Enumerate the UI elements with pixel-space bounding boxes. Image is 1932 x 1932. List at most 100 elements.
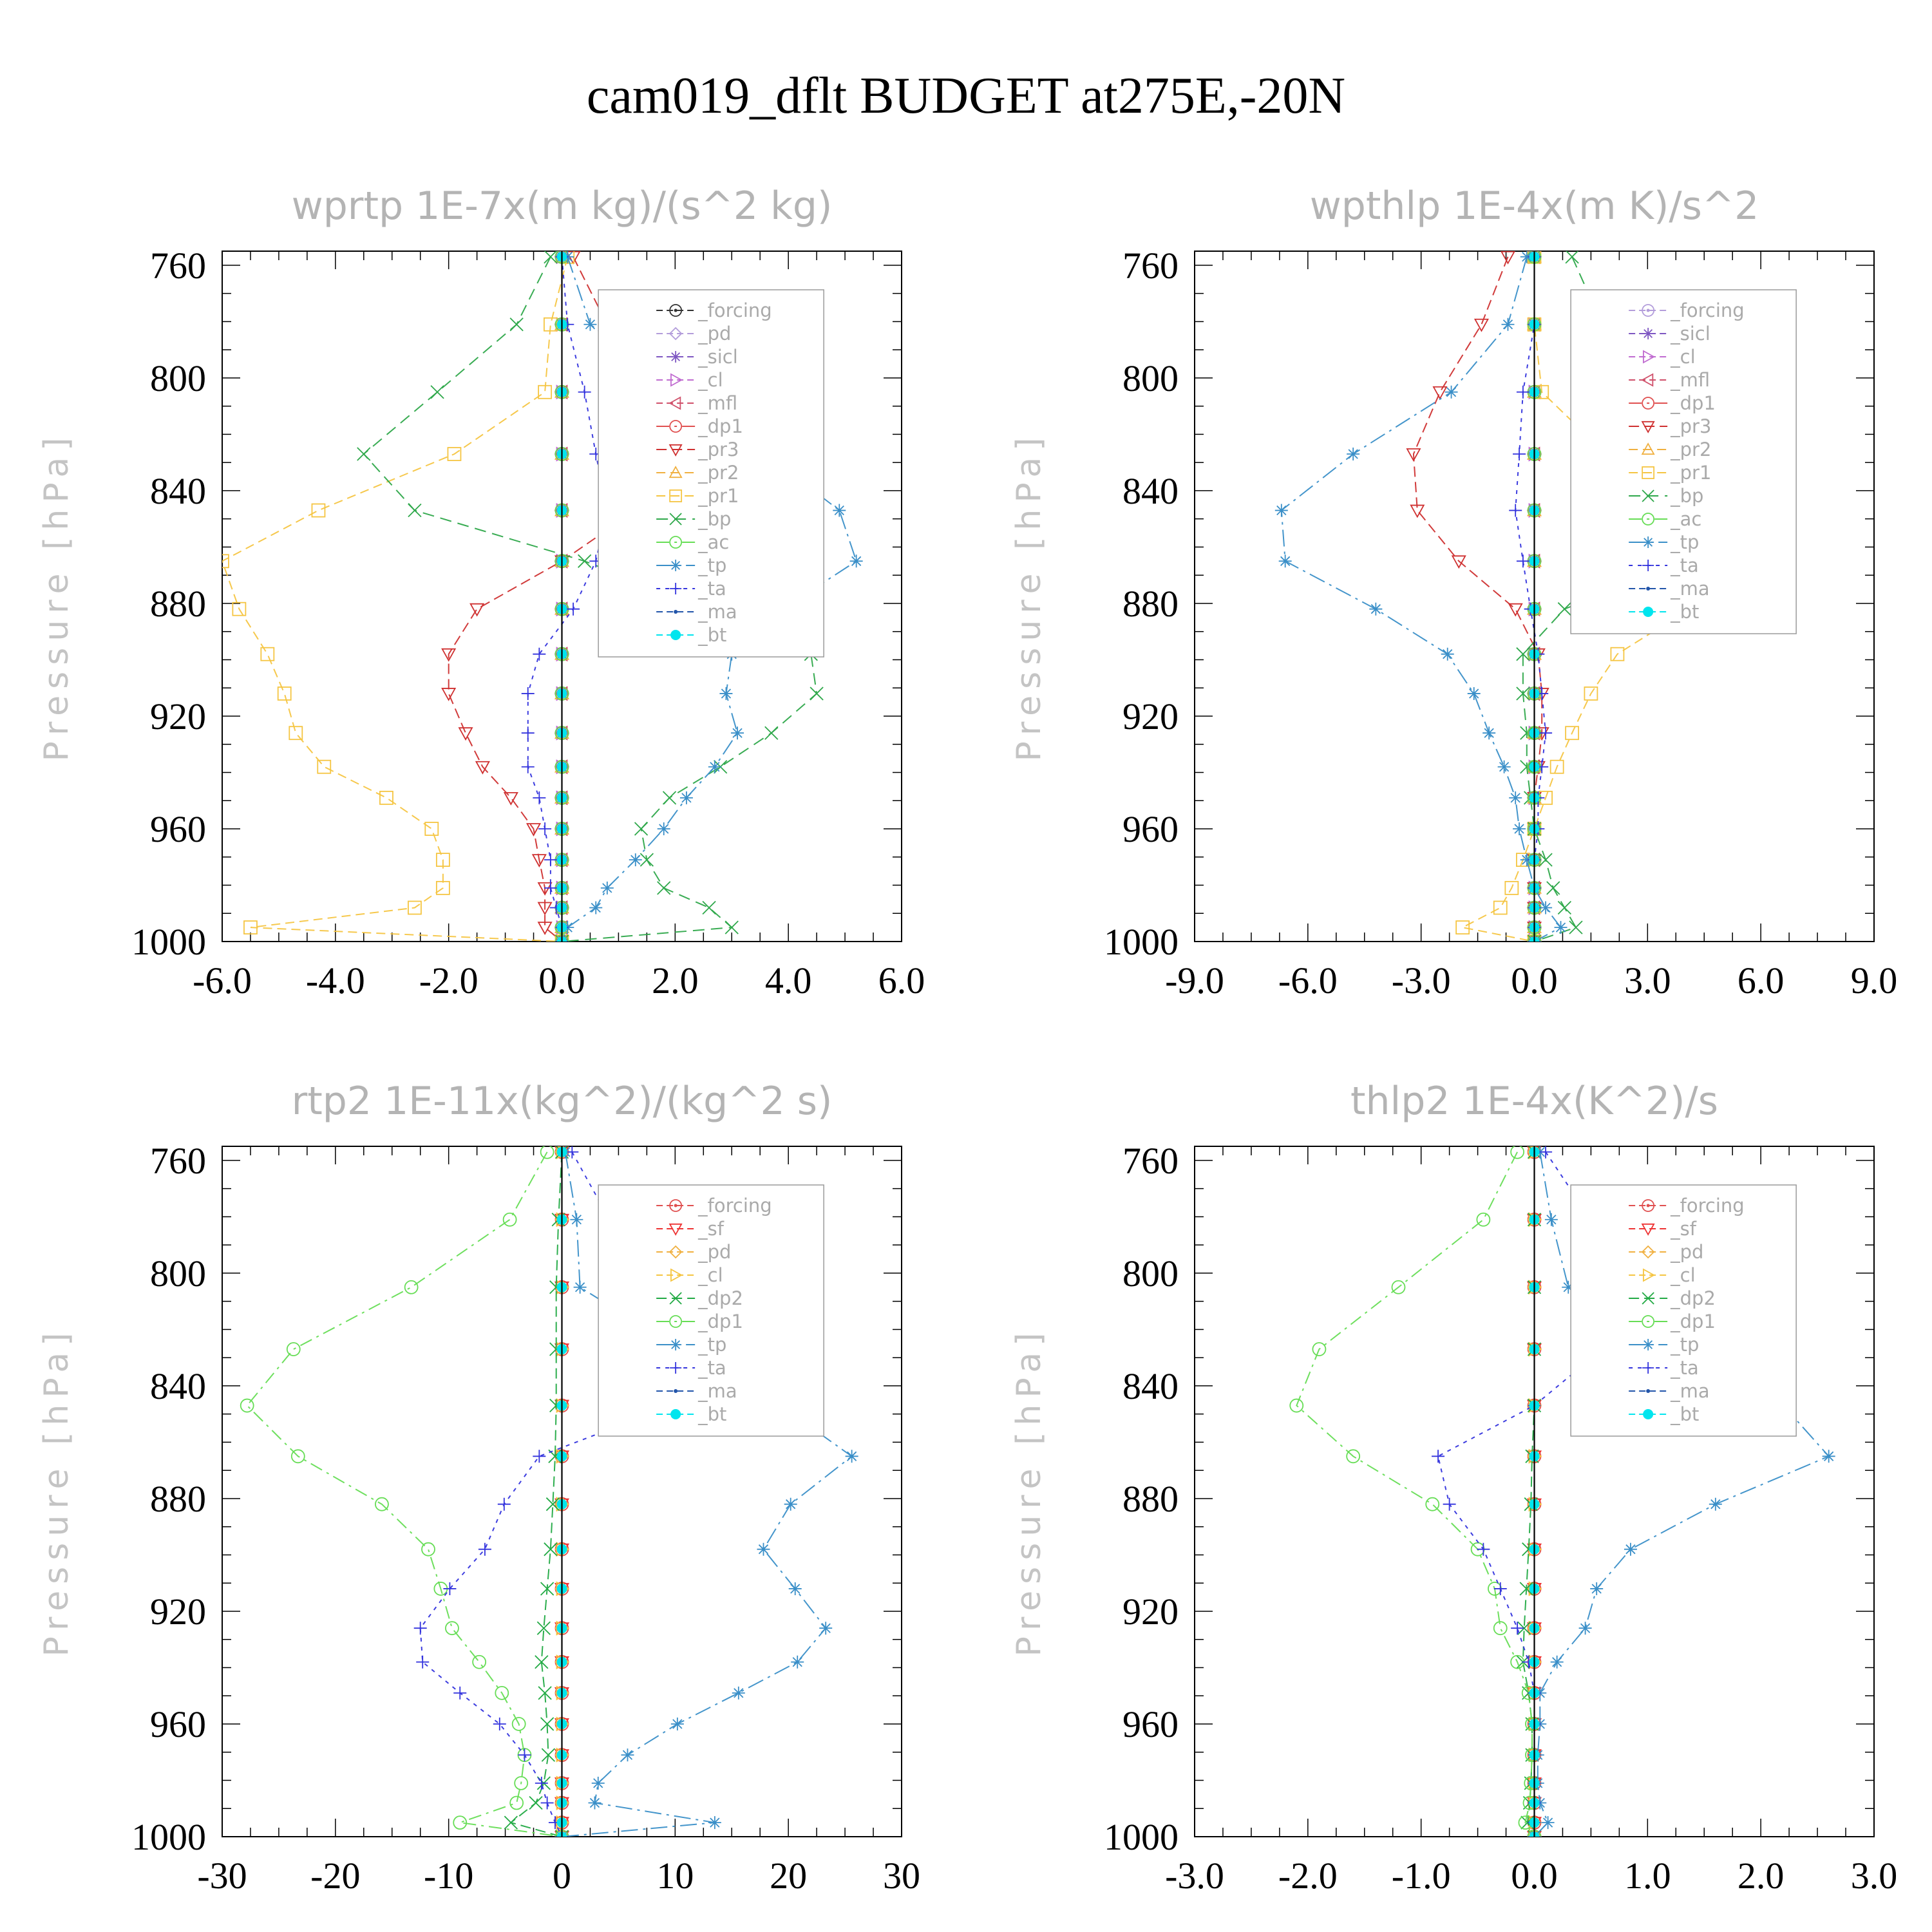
figure-title: cam019_dflt BUDGET at275E,-20N	[587, 68, 1345, 124]
y-axis-label: Pressure [hPa]	[37, 1327, 76, 1657]
legend-box	[598, 1184, 824, 1437]
legend-label: _pr3	[697, 439, 739, 460]
legend-item: _dp1	[656, 1311, 743, 1332]
legend-label: _sicl	[1670, 323, 1710, 345]
legend-label: _tp	[697, 554, 726, 576]
y-tick-label: 800	[150, 1253, 206, 1294]
legend: _forcing_sf_pd_cl_dp2_dp1_tp_ta_ma_bt	[598, 1184, 824, 1437]
legend-label: _forcing	[1670, 299, 1745, 321]
legend-item: _mfl	[1629, 369, 1710, 391]
y-tick-label: 880	[1122, 1478, 1179, 1520]
legend-label: _ma	[1670, 1380, 1710, 1402]
series-markers-tp	[555, 1146, 858, 1837]
legend-label: _pr1	[697, 485, 739, 507]
x-tick-label: -3.0	[1165, 1855, 1224, 1897]
legend-item: _forcing	[1629, 299, 1745, 321]
legend-item: _bt	[1629, 601, 1699, 623]
chart-panel-1: wprtp 1E-7x(m kg)/(s^2 kg) Pressure [hPa]…	[37, 184, 925, 1001]
legend-label: _dp2	[1670, 1287, 1716, 1309]
x-tick-label: 1.0	[1624, 1855, 1671, 1897]
legend-label: _sf	[697, 1218, 724, 1240]
legend-box	[1570, 289, 1797, 634]
legend-label: _bp	[1670, 485, 1703, 507]
legend-item: _ma	[656, 601, 737, 623]
legend-item: _forcing	[656, 299, 772, 321]
legend-label: _pd	[697, 323, 731, 345]
legend-item: _mfl	[656, 392, 737, 414]
x-tick-label: 10	[656, 1855, 694, 1897]
legend-label: _ta	[697, 1357, 726, 1379]
y-tick-label: 840	[1122, 470, 1179, 512]
legend-item: _cl	[1629, 1264, 1696, 1286]
legend-label: _cl	[1670, 1264, 1696, 1286]
legend-label: _pd	[1670, 1241, 1703, 1263]
legend-label: _ta	[1670, 554, 1699, 576]
x-tick-label: 0.0	[1511, 960, 1558, 1001]
series-line-dp1	[246, 1151, 562, 1837]
legend-item: _forcing	[656, 1195, 772, 1217]
x-tick-label: 3.0	[1624, 960, 1671, 1001]
x-tick-label: 30	[883, 1855, 920, 1897]
legend-label: _pr3	[1670, 415, 1711, 437]
panel-title: wprtp 1E-7x(m kg)/(s^2 kg)	[292, 184, 833, 229]
x-tick-label: 2.0	[652, 960, 699, 1001]
y-tick-label: 960	[1122, 808, 1179, 850]
x-tick-label: -6.0	[193, 960, 252, 1001]
legend-label: _dp1	[1670, 1311, 1716, 1332]
chart-panel-4: thlp2 1E-4x(K^2)/s Pressure [hPa] 760 800 84…	[1010, 1079, 1897, 1897]
x-tick-label: 0.0	[1511, 1855, 1558, 1897]
x-tick-label: 0.0	[538, 960, 585, 1001]
x-tick-label: -1.0	[1392, 1855, 1451, 1897]
legend-label: _cl	[697, 369, 723, 391]
legend-item: _bp	[1629, 485, 1703, 507]
legend-item: _pr1	[656, 485, 739, 507]
legend-label: _forcing	[697, 299, 772, 321]
legend-item: _dp1	[656, 415, 743, 437]
x-tick-label: -6.0	[1278, 960, 1338, 1001]
series-markers-tp	[1274, 251, 1567, 942]
legend-item: _tp	[1629, 531, 1699, 553]
y-tick-label: 920	[150, 1591, 206, 1633]
legend-label: _cl	[697, 1264, 723, 1286]
legend: _forcing_sf_pd_cl_dp2_dp1_tp_ta_ma_bt	[1570, 1184, 1797, 1437]
legend-item: _ac	[1629, 508, 1701, 530]
series-markers-bt	[1529, 251, 1540, 942]
y-tick-label: 800	[1122, 1253, 1179, 1294]
legend-label: _ac	[697, 531, 729, 553]
legend-label: _pr2	[1670, 439, 1711, 460]
legend-label: _pd	[697, 1241, 731, 1263]
y-tick-label: 920	[1122, 1591, 1179, 1633]
y-tick-label: 960	[1122, 1703, 1179, 1745]
y-tick-label: 760	[1122, 1140, 1179, 1182]
x-tick-label: 3.0	[1851, 1855, 1898, 1897]
legend-item: _bt	[1629, 1403, 1699, 1425]
legend-item: _tp	[656, 554, 726, 576]
panel-title: thlp2 1E-4x(K^2)/s	[1350, 1079, 1718, 1124]
legend-item: _ma	[1629, 1380, 1710, 1402]
y-tick-label: 800	[150, 357, 206, 399]
legend-label: _bt	[697, 1403, 726, 1425]
legend-item: _bt	[656, 624, 726, 646]
y-tick-label: 760	[150, 1140, 206, 1182]
legend-item: _pr2	[1629, 439, 1711, 460]
y-tick-label: 920	[150, 696, 206, 737]
series-line-pr1	[1461, 256, 1709, 942]
legend-item: _ta	[656, 1357, 726, 1379]
legend-item: _ta	[656, 578, 726, 600]
legend-box	[598, 289, 824, 658]
x-tick-label: -10	[424, 1855, 473, 1897]
y-tick-label: 920	[1122, 696, 1179, 737]
legend-label: _dp1	[1670, 392, 1716, 414]
legend-item: _dp1	[1629, 392, 1716, 414]
legend-item: _pr3	[656, 439, 739, 460]
y-axis-label: Pressure [hPa]	[1010, 431, 1048, 762]
legend-item: _dp2	[1629, 1287, 1716, 1309]
panel-title: rtp2 1E-11x(kg^2)/(kg^2 s)	[292, 1079, 833, 1124]
legend-item: _dp2	[656, 1287, 743, 1309]
chart-panel-3: rtp2 1E-11x(kg^2)/(kg^2 s) Pressure [hPa]…	[37, 1079, 920, 1897]
legend-label: _mfl	[1670, 369, 1710, 391]
y-tick-label: 840	[150, 470, 206, 512]
legend-item: _cl	[656, 1264, 723, 1286]
x-tick-label: 2.0	[1738, 1855, 1785, 1897]
